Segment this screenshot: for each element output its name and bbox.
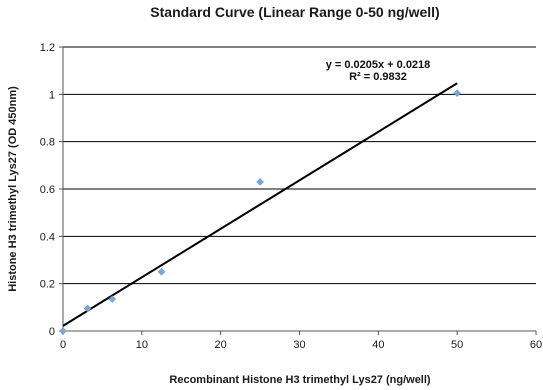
y-tick-label: 1.2 bbox=[40, 42, 55, 54]
gridlines bbox=[63, 46, 536, 285]
y-tick-label: 0.2 bbox=[40, 279, 55, 291]
y-tick-label: 0.6 bbox=[40, 184, 55, 196]
y-axis-ticks: 0 0.2 0.4 0.6 0.8 1 1.2 bbox=[40, 42, 63, 338]
data-point bbox=[256, 178, 264, 186]
x-tick-label: 40 bbox=[372, 339, 384, 351]
x-tick-label: 0 bbox=[60, 339, 66, 351]
x-tick-label: 60 bbox=[530, 339, 542, 351]
y-tick-label: 1 bbox=[49, 89, 55, 101]
x-tick-label: 50 bbox=[451, 339, 463, 351]
trend-equation: y = 0.0205x + 0.0218 bbox=[326, 59, 431, 71]
chart-title: Standard Curve (Linear Range 0-50 ng/wel… bbox=[150, 4, 439, 20]
data-point bbox=[108, 295, 117, 303]
trendline bbox=[62, 82, 458, 327]
y-axis-title: Histone H3 trimethyl Lys27 (OD 450nm) bbox=[7, 86, 19, 292]
y-tick-label: 0.4 bbox=[40, 231, 55, 243]
data-point bbox=[453, 89, 462, 98]
r-squared-label: R² = 0.9832 bbox=[349, 71, 407, 83]
x-tick-label: 30 bbox=[293, 339, 305, 351]
y-tick-label: 0 bbox=[49, 326, 55, 338]
x-axis-ticks: 0 10 20 30 40 50 60 bbox=[60, 331, 542, 351]
data-points bbox=[59, 89, 462, 335]
data-point bbox=[157, 267, 166, 276]
data-point bbox=[59, 327, 67, 335]
x-axis-title: Recombinant Histone H3 trimethyl Lys27 (… bbox=[169, 374, 431, 386]
y-tick-label: 0.8 bbox=[40, 137, 55, 149]
x-tick-label: 10 bbox=[136, 339, 148, 351]
data-point bbox=[83, 304, 92, 313]
x-tick-label: 20 bbox=[215, 339, 227, 351]
